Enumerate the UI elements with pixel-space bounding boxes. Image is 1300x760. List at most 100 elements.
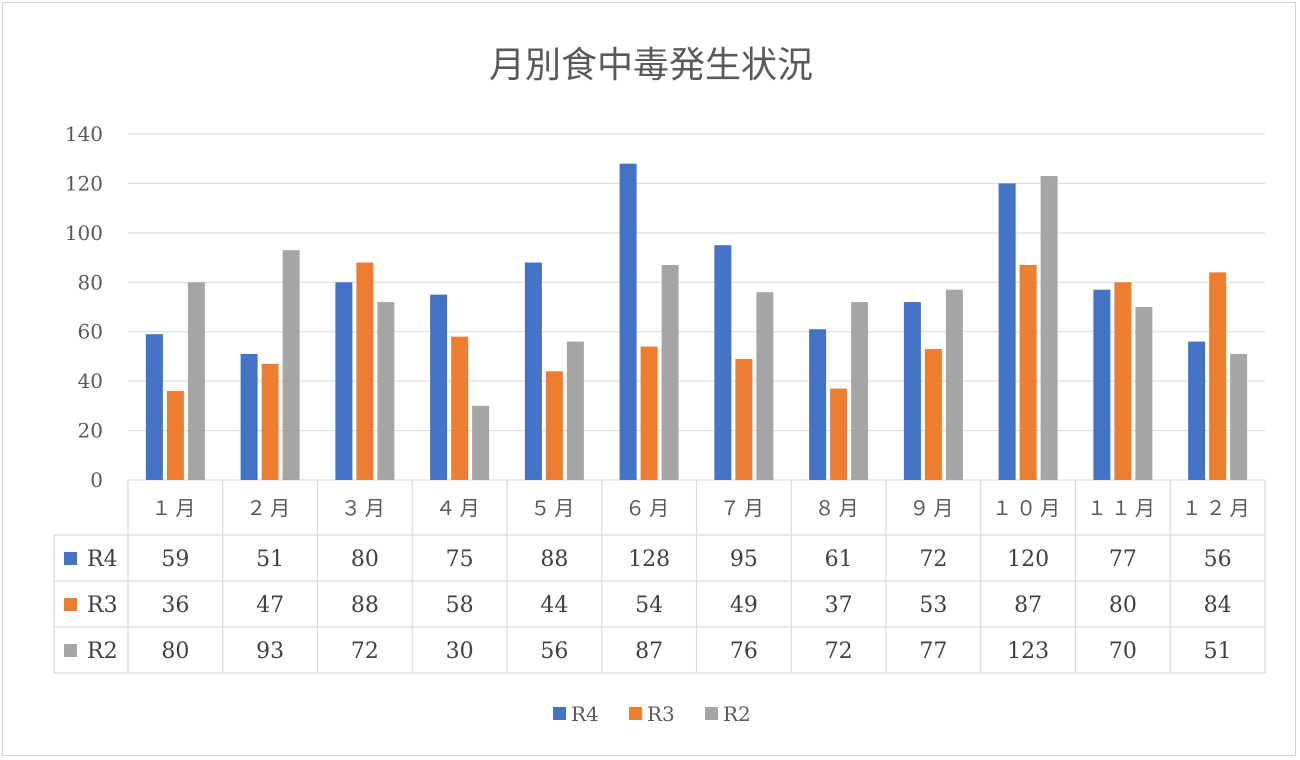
legend-key-r3 (629, 707, 642, 720)
bar-r4 (430, 294, 448, 480)
bar-r3 (261, 363, 279, 480)
y-tick-label: 40 (78, 369, 103, 393)
bar-r3 (451, 336, 469, 480)
category-label: ６月 (625, 496, 673, 520)
y-tick-label: 100 (65, 221, 103, 245)
bar-r2 (1135, 307, 1153, 480)
y-tick-label: 0 (90, 468, 103, 492)
bar-r4 (524, 262, 542, 480)
bar-r2 (187, 282, 205, 480)
data-label: 72 (919, 547, 947, 572)
bar-r4 (145, 334, 163, 480)
data-label: 47 (256, 593, 284, 618)
data-label: 59 (161, 547, 189, 572)
y-tick-label: 80 (78, 270, 103, 294)
bar-r4 (809, 329, 827, 480)
category-label: ２月 (246, 496, 294, 520)
data-label: 128 (628, 547, 670, 572)
chart-title: 月別食中毒発生状況 (489, 45, 813, 86)
table-legend-key-r3 (64, 598, 77, 611)
data-label: 37 (825, 593, 853, 618)
data-label: 53 (919, 593, 947, 618)
data-label: 77 (1109, 547, 1137, 572)
bar-r2 (472, 405, 490, 480)
data-label: 87 (635, 639, 663, 664)
data-label: 72 (351, 639, 379, 664)
y-axis-ticks: 0 20 40 60 80 100 120 140 (65, 122, 103, 492)
legend-label: R3 (647, 702, 675, 726)
y-tick-label: 140 (65, 122, 103, 146)
data-label: 76 (730, 639, 758, 664)
bar-r3 (1114, 282, 1132, 480)
category-label: １０月 (992, 496, 1064, 520)
category-label: ９月 (909, 496, 957, 520)
bar-r4 (903, 302, 921, 480)
data-label: 93 (256, 639, 284, 664)
data-label: 44 (540, 593, 568, 618)
data-label: 36 (161, 593, 189, 618)
legend-key-r2 (705, 707, 718, 720)
y-tick-label: 120 (65, 171, 103, 195)
bar-r3 (166, 391, 184, 480)
table-series-label: R3 (87, 593, 118, 618)
y-tick-label: 20 (78, 419, 103, 443)
bar-r2 (945, 289, 963, 480)
data-label: 77 (919, 639, 947, 664)
category-label: １月 (151, 496, 199, 520)
chart-svg: 月別食中毒発生状況 0 20 40 60 80 100 120 140 １月 ２月 ３月 ４月 ５月 ６… (53, 45, 1266, 726)
data-label: 120 (1007, 547, 1049, 572)
data-label: 87 (1014, 593, 1042, 618)
bar-r4 (240, 353, 258, 480)
table-series-label: R2 (87, 639, 118, 664)
bar-r2 (282, 250, 300, 480)
data-label: 88 (540, 547, 568, 572)
data-label: 80 (1109, 593, 1137, 618)
data-label: 88 (351, 593, 379, 618)
legend: R4 R3 R2 (553, 702, 751, 726)
bar-r2 (377, 302, 395, 480)
data-label: 123 (1007, 639, 1049, 664)
table-legend-key-r2 (64, 644, 77, 657)
bar-r3 (356, 262, 374, 480)
legend-label: R2 (723, 702, 751, 726)
category-label: ５月 (530, 496, 578, 520)
data-label: 75 (446, 547, 474, 572)
bar-r2 (851, 302, 869, 480)
table-series-label: R4 (87, 547, 118, 572)
bar-r4 (714, 245, 732, 480)
data-label: 56 (540, 639, 568, 664)
data-label: 56 (1204, 547, 1232, 572)
bar-r2 (1040, 176, 1058, 480)
legend-key-r4 (553, 707, 566, 720)
data-label: 54 (635, 593, 663, 618)
bars (145, 163, 1248, 480)
bar-r3 (735, 358, 753, 480)
category-label: １１月 (1087, 496, 1159, 520)
y-tick-label: 60 (78, 320, 103, 344)
data-label: 70 (1109, 639, 1137, 664)
bar-r2 (661, 264, 679, 480)
data-table: １月 ２月 ３月 ４月 ５月 ６月 ７月 ８月 ９月 １０月 １１月 １２月 R4 59 51 80 75 88 1… (53, 480, 1266, 674)
bar-r3 (1019, 264, 1037, 480)
data-label: 58 (446, 593, 474, 618)
data-label: 30 (446, 639, 474, 664)
bar-r2 (756, 292, 774, 480)
data-label: 61 (825, 547, 853, 572)
category-label: ８月 (815, 496, 863, 520)
bar-r3 (830, 388, 848, 480)
data-label: 49 (730, 593, 758, 618)
bar-r4 (1188, 341, 1206, 480)
category-label: ３月 (341, 496, 389, 520)
bar-r2 (1230, 353, 1248, 480)
bar-r3 (924, 349, 942, 480)
table-legend-key-r4 (64, 552, 77, 565)
data-label: 84 (1204, 593, 1232, 618)
data-label: 51 (1204, 639, 1232, 664)
data-label: 95 (730, 547, 758, 572)
bar-r3 (1209, 272, 1227, 480)
bar-r4 (335, 282, 353, 480)
bar-r4 (619, 163, 637, 480)
data-label: 72 (825, 639, 853, 664)
data-label: 51 (256, 547, 284, 572)
